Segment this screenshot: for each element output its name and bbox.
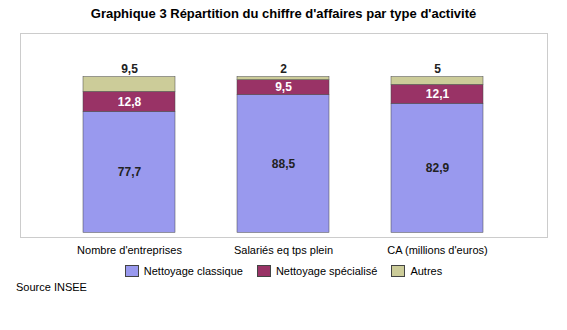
html-text:Nettoyage spécialisé: Nettoyage spécialisé	[275, 265, 378, 277]
svg-text:5: 5	[434, 62, 441, 76]
svg-text:82,9: 82,9	[426, 161, 450, 175]
svg-text:9,5: 9,5	[275, 80, 292, 94]
svg-text:88,5: 88,5	[272, 157, 296, 171]
svg-text:CA (millions d'euros): CA (millions d'euros)	[387, 244, 488, 256]
svg-text:12,8: 12,8	[118, 95, 142, 109]
svg-text:Nombre d'entreprises: Nombre d'entreprises	[77, 244, 182, 256]
svg-text:9,5: 9,5	[121, 62, 138, 76]
html-text:Source INSEE: Source INSEE	[16, 281, 87, 293]
svg-text:77,7: 77,7	[118, 165, 142, 179]
html-text:Autres: Autres	[410, 265, 443, 277]
html-text:Nettoyage classique: Nettoyage classique	[143, 265, 243, 277]
svg-text:Salariés eq tps plein: Salariés eq tps plein	[234, 244, 333, 256]
html-text:Graphique 3 Répartition du chi: Graphique 3 Répartition du chiffre d'aff…	[90, 6, 477, 21]
svg-text:12,1: 12,1	[426, 87, 450, 101]
svg-text:2: 2	[280, 62, 287, 76]
